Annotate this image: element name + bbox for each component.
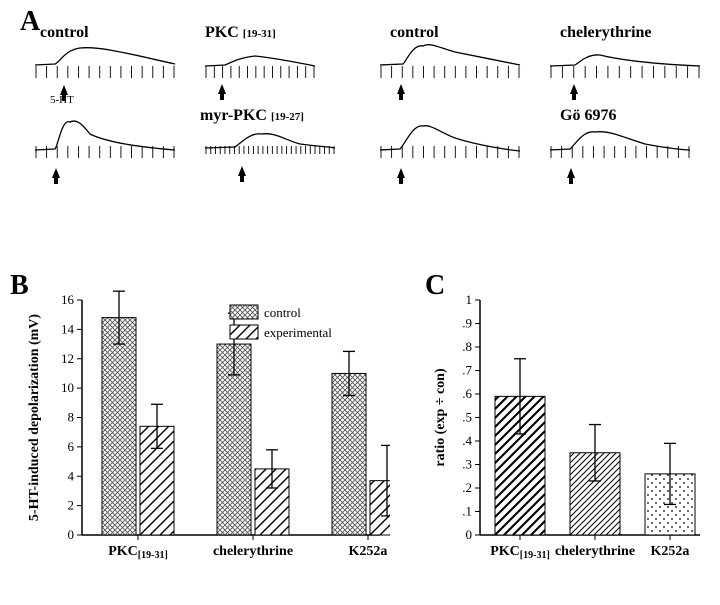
svg-text:chelerythrine: chelerythrine xyxy=(213,544,293,559)
stimulus-arrow-icon xyxy=(218,84,226,94)
stimulus-arrow-icon xyxy=(570,84,578,94)
svg-text:.4: .4 xyxy=(462,433,472,448)
stimulus-arrow-icon xyxy=(397,168,405,178)
svg-text:5-HT-induced depolarization (m: 5-HT-induced depolarization (mV) xyxy=(27,314,42,521)
svg-text:10: 10 xyxy=(61,380,74,395)
svg-text:0: 0 xyxy=(68,527,75,542)
svg-text:K252a: K252a xyxy=(651,544,690,559)
trace xyxy=(375,30,525,90)
svg-text:14: 14 xyxy=(61,321,75,336)
svg-text:8: 8 xyxy=(68,410,75,425)
trace xyxy=(200,110,340,175)
svg-text:K252a: K252a xyxy=(349,544,388,559)
trace xyxy=(375,110,525,175)
svg-text:ratio (exp ÷ con): ratio (exp ÷ con) xyxy=(433,368,448,467)
stimulus-arrow-icon xyxy=(52,168,60,178)
svg-text:.9: .9 xyxy=(462,316,472,331)
svg-text:.7: .7 xyxy=(462,363,472,378)
svg-text:12: 12 xyxy=(61,351,74,366)
svg-text:PKC[19-31]: PKC[19-31] xyxy=(108,544,168,561)
svg-text:.5: .5 xyxy=(462,410,472,425)
svg-text:.2: .2 xyxy=(462,480,472,495)
trace xyxy=(200,30,320,90)
svg-text:PKC[19-31]: PKC[19-31] xyxy=(490,544,550,561)
stimulus-arrow-icon xyxy=(397,84,405,94)
svg-text:control: control xyxy=(264,305,301,320)
svg-text:6: 6 xyxy=(68,439,75,454)
stimulus-arrow-icon xyxy=(567,168,575,178)
svg-text:16: 16 xyxy=(61,292,75,307)
svg-text:chelerythrine: chelerythrine xyxy=(555,544,635,559)
svg-text:0: 0 xyxy=(466,527,473,542)
stimulus-arrow-icon xyxy=(238,166,246,176)
trace-annotation: 5-HT xyxy=(50,94,74,106)
trace xyxy=(30,110,180,175)
svg-text:experimental: experimental xyxy=(264,325,332,340)
svg-text:1: 1 xyxy=(466,292,473,307)
svg-text:.8: .8 xyxy=(462,339,472,354)
svg-text:.1: .1 xyxy=(462,504,472,519)
trace xyxy=(30,30,180,90)
trace xyxy=(545,110,695,175)
svg-text:4: 4 xyxy=(68,468,75,483)
trace xyxy=(545,30,705,90)
svg-text:2: 2 xyxy=(68,498,75,513)
svg-text:.6: .6 xyxy=(462,386,472,401)
svg-text:.3: .3 xyxy=(462,457,472,472)
